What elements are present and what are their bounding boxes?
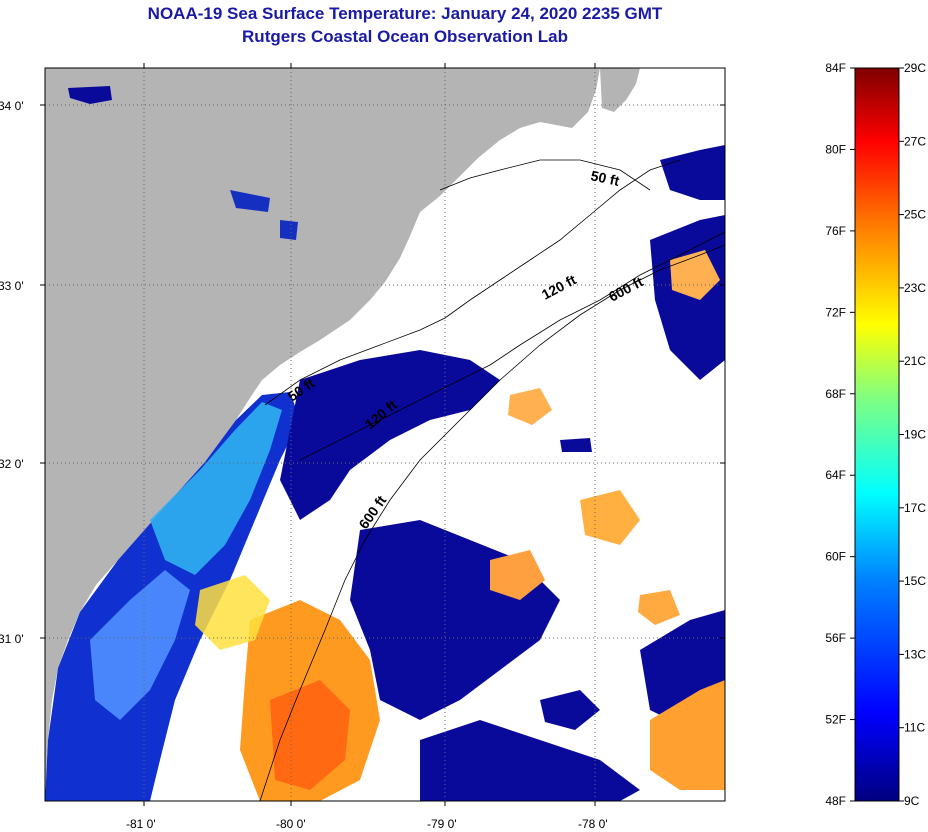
colorbar-f-label: 52F: [825, 713, 846, 727]
colorbar-f-label: 60F: [825, 550, 846, 564]
graticule: [45, 68, 725, 801]
lon-label-78: -78 0': [578, 817, 608, 831]
sst-patch-cyan: [150, 402, 282, 575]
sst-patch-warm-5: [490, 550, 545, 600]
map-title: NOAA-19 Sea Surface Temperature: January…: [147, 4, 663, 23]
colorbar-labels: 84F 80F 76F 72F 68F 64F 60F 56F 52F 48F 29C 27C 25C 2…: [825, 61, 926, 808]
colorbar-f-label: 48F: [825, 794, 846, 808]
sst-patch-navy-small-2: [68, 86, 112, 104]
sst-patch-navy-small-3: [230, 190, 270, 212]
sst-patch-yellow-1: [195, 575, 270, 650]
colorbar-c-label: 11C: [904, 721, 925, 735]
lat-label-31: 31 0': [0, 632, 24, 646]
sst-patch-navy-5: [420, 720, 640, 801]
sst-patch-warm-6: [670, 250, 720, 300]
sst-patch-warm-7: [508, 388, 552, 425]
colorbar-c-label: 19C: [904, 428, 926, 442]
colorbar-c-label: 13C: [904, 647, 926, 661]
colorbar-c-label: 15C: [904, 574, 926, 588]
colorbar-f-label: 76F: [825, 224, 846, 238]
colorbar-f-label: 68F: [825, 387, 846, 401]
colorbar-c-label: 9C: [904, 794, 920, 808]
colorbar-c-label: 23C: [904, 281, 926, 295]
sst-patch-navy-small-6: [540, 690, 600, 730]
land-islands: [600, 68, 640, 112]
colorbar-f-label: 64F: [825, 468, 846, 482]
lon-ticks: [143, 63, 596, 806]
land-mass: [45, 68, 600, 801]
colorbar-f-label: 56F: [825, 631, 846, 645]
map-subtitle: Rutgers Coastal Ocean Observation Lab: [242, 27, 568, 46]
lon-label-79: -79 0': [427, 817, 457, 831]
sst-patch-lightblue: [90, 570, 190, 720]
sst-patch-navy-small-1: [660, 145, 725, 200]
colorbar-f-label: 80F: [825, 142, 846, 156]
sst-patch-warm-2: [270, 680, 350, 790]
colorbar-c-label: 25C: [904, 208, 926, 222]
contour-label-50ft-north: 50 ft: [589, 167, 621, 189]
sst-patch-warm-8: [638, 590, 680, 625]
colorbar-f-label: 84F: [825, 61, 846, 75]
colorbar-f-label: 72F: [825, 305, 846, 319]
colorbar-c-label: 27C: [904, 134, 926, 148]
colorbar-c-label: 21C: [904, 354, 926, 368]
sst-patch-warm-3: [650, 680, 725, 790]
map-border: [44, 67, 726, 802]
colorbar-c-label: 17C: [904, 501, 926, 515]
lat-label-34: 34 0': [0, 99, 24, 113]
lat-label-33: 33 0': [0, 279, 24, 293]
colorbar-c-label: 29C: [904, 61, 926, 75]
sst-patch-navy-small-4: [280, 220, 298, 240]
lat-label-32: 32 0': [0, 457, 24, 471]
lon-label-81: -81 0': [126, 817, 156, 831]
lat-ticks: [40, 104, 725, 639]
colorbar: [854, 67, 900, 802]
depth-contours: [259, 159, 725, 801]
sst-patch-warm-4: [580, 490, 640, 545]
lon-label-80: -80 0': [276, 817, 306, 831]
sst-patch-navy-small-5: [560, 438, 592, 452]
